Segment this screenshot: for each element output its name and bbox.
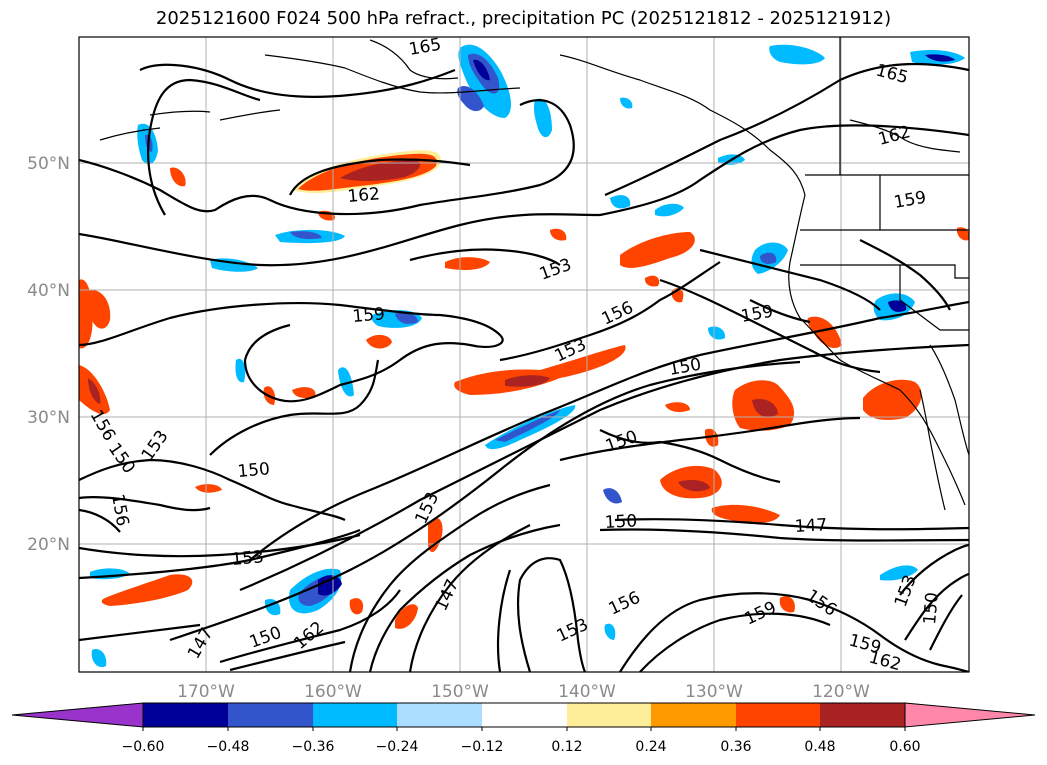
lat-label-50n: 50°N [27, 154, 70, 174]
colorbar: −0.60 −0.48 −0.36 −0.24 −0.12 0.12 0.24 … [11, 702, 1036, 755]
lon-label-130w: 130°W [685, 682, 743, 702]
coastlines [99, 37, 969, 511]
colorbar-segment [567, 703, 651, 727]
colorbar-tick-label: 0.24 [635, 739, 666, 755]
colorbar-tick-label: −0.24 [376, 739, 419, 755]
colorbar-tick-label: −0.48 [207, 739, 250, 755]
colorbar-tick-label: 0.60 [889, 739, 920, 755]
colorbar-segment [820, 703, 905, 727]
lat-label-30n: 30°N [27, 408, 70, 428]
colorbar-tick-label: 0.36 [720, 739, 751, 755]
precip-positive-areas [79, 150, 969, 629]
colorbar-high-arrow [904, 702, 1036, 728]
colorbar-tick-label: −0.60 [122, 739, 165, 755]
lon-label-170w: 170°W [177, 682, 235, 702]
colorbar-segment [397, 703, 482, 727]
contour-label: 153 [231, 547, 265, 570]
lat-label-40n: 40°N [27, 281, 70, 301]
latitude-labels: 50°N 40°N 30°N 20°N [27, 154, 70, 555]
colorbar-segment [651, 703, 736, 727]
colorbar-tick-label: 0.12 [551, 739, 582, 755]
colorbar-tick-label: −0.12 [461, 739, 504, 755]
longitude-labels: 170°W 160°W 150°W 140°W 130°W 120°W [177, 682, 870, 702]
contour-label: 159 [352, 304, 386, 327]
lon-label-140w: 140°W [558, 682, 616, 702]
contour-label: 150 [920, 591, 943, 625]
contour-label: 147 [794, 515, 827, 537]
refractivity-contours [79, 62, 969, 672]
map-title: 2025121600 F024 500 hPa refract., precip… [155, 8, 892, 29]
colorbar-tick-label: −0.36 [292, 739, 335, 755]
lon-label-160w: 160°W [304, 682, 362, 702]
colorbar-tick-label: 0.48 [804, 739, 835, 755]
contour-label: 165 [407, 35, 442, 60]
colorbar-segment [313, 703, 397, 727]
colorbar-low-arrow [11, 702, 144, 728]
lon-label-150w: 150°W [431, 682, 489, 702]
lat-label-20n: 20°N [27, 535, 70, 555]
colorbar-segment [736, 703, 820, 727]
contour-label: 150 [604, 511, 637, 533]
colorbar-segment [482, 703, 567, 727]
contour-label: 162 [347, 184, 381, 207]
map-frame [78, 36, 970, 673]
lon-label-120w: 120°W [812, 682, 870, 702]
colorbar-segment [143, 703, 228, 727]
contour-label: 150 [237, 459, 271, 482]
colorbar-segment [228, 703, 313, 727]
